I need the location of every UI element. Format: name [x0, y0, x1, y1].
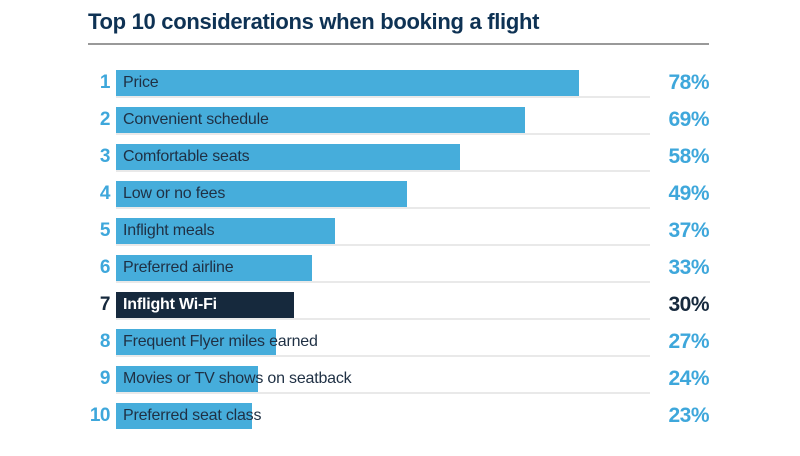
- bar-fill: [116, 107, 526, 133]
- rank-label: 5: [99, 220, 111, 241]
- chart-row: 9 Movies or TV shows on seatback 24%: [88, 366, 709, 394]
- category-label: Price: [123, 74, 159, 91]
- bar-fill: [116, 329, 277, 355]
- rank-label: 6: [99, 257, 111, 278]
- chart-row: 3 Comfortable seats 58%: [88, 144, 709, 172]
- rank-label: 4: [99, 183, 111, 204]
- title-separator: [88, 43, 709, 45]
- category-label: Low or no fees: [123, 185, 226, 202]
- bar-track: Comfortable seats 58%: [116, 144, 709, 172]
- bar-track: Inflight meals 37%: [116, 218, 709, 246]
- bar-track: Price 78%: [116, 70, 709, 98]
- value-label: 69%: [668, 108, 709, 131]
- category-label: Comfortable seats: [123, 148, 250, 165]
- chart-row: 8 Frequent Flyer miles earned 27%: [88, 329, 709, 357]
- category-label: Convenient schedule: [123, 111, 269, 128]
- bar-track: Preferred seat class 23%: [116, 403, 709, 429]
- rank-label: 10: [89, 405, 111, 426]
- category-label: Frequent Flyer miles earned: [123, 333, 318, 350]
- category-label: Inflight Wi-Fi: [123, 296, 217, 313]
- bar-fill: [116, 144, 460, 170]
- rank-label: 3: [99, 146, 111, 167]
- bar-fill: [116, 218, 336, 244]
- chart-row: 4 Low or no fees 49%: [88, 181, 709, 209]
- rank-label: 1: [99, 72, 111, 93]
- bar-chart: Top 10 considerations when booking a fli…: [88, 9, 709, 429]
- value-label: 33%: [668, 256, 709, 279]
- chart-row: 5 Inflight meals 37%: [88, 218, 709, 246]
- rank-label: 2: [99, 109, 111, 130]
- bar-fill: [116, 70, 579, 96]
- value-label: 24%: [668, 367, 709, 390]
- chart-rows: 1 Price 78% 2 Convenient schedule 69% 3 …: [88, 70, 709, 429]
- value-label: 30%: [668, 293, 709, 316]
- chart-row: 1 Price 78%: [88, 70, 709, 98]
- rank-label: 9: [99, 368, 111, 389]
- bar-fill: [116, 181, 407, 207]
- category-label: Preferred seat class: [123, 407, 262, 424]
- value-label: 49%: [668, 182, 709, 205]
- bar-track: Inflight Wi-Fi 30%: [116, 292, 709, 320]
- bar-track: Low or no fees 49%: [116, 181, 709, 209]
- chart-row: 2 Convenient schedule 69%: [88, 107, 709, 135]
- bar-fill: [116, 292, 294, 318]
- rank-label: 8: [99, 331, 111, 352]
- bar-track: Preferred airline 33%: [116, 255, 709, 283]
- bar-fill: [116, 255, 312, 281]
- bar-track: Movies or TV shows on seatback 24%: [116, 366, 709, 394]
- chart-row: 10 Preferred seat class 23%: [88, 403, 709, 429]
- chart-row: 7 Inflight Wi-Fi 30%: [88, 292, 709, 320]
- chart-row: 6 Preferred airline 33%: [88, 255, 709, 283]
- page-title: Top 10 considerations when booking a fli…: [88, 9, 540, 34]
- bar-track: Convenient schedule 69%: [116, 107, 709, 135]
- value-label: 78%: [668, 71, 709, 94]
- bar-fill: [116, 366, 259, 392]
- category-label: Preferred airline: [123, 259, 234, 276]
- bar-track: Frequent Flyer miles earned 27%: [116, 329, 709, 357]
- value-label: 37%: [668, 219, 709, 242]
- value-label: 23%: [668, 404, 709, 427]
- value-label: 58%: [668, 145, 709, 168]
- value-label: 27%: [668, 330, 709, 353]
- category-label: Inflight meals: [123, 222, 215, 239]
- category-label: Movies or TV shows on seatback: [123, 370, 352, 387]
- bar-fill: [116, 403, 253, 429]
- rank-label: 7: [99, 294, 111, 315]
